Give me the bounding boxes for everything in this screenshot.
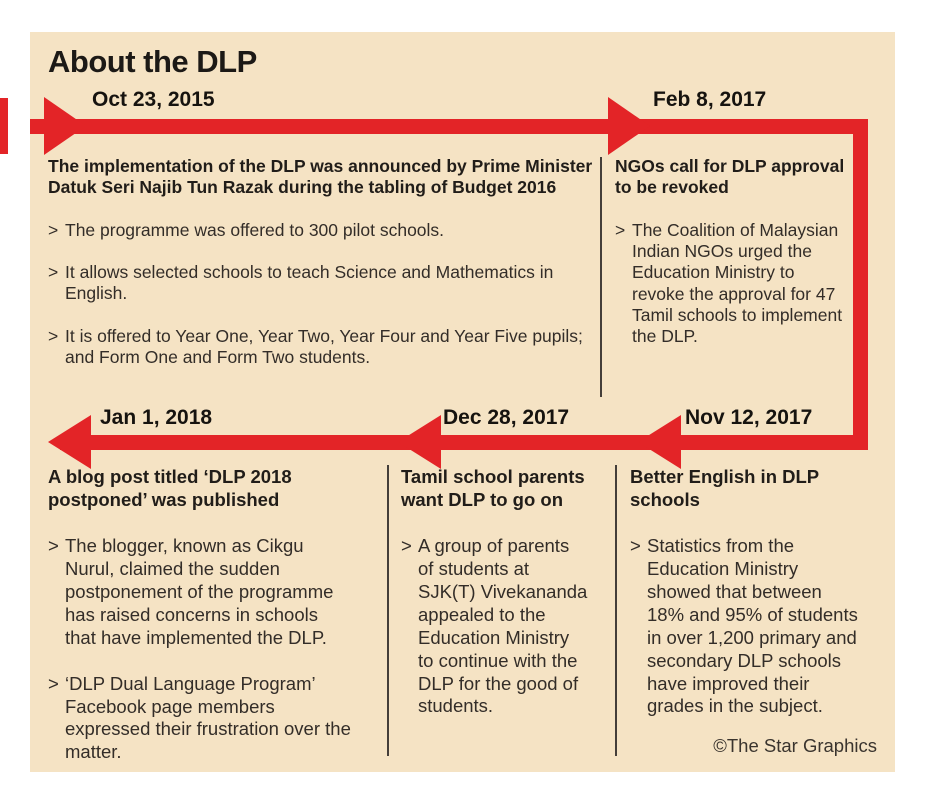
event-blog-post: A blog post titled ‘DLP 2018 postponed’ … xyxy=(48,466,353,764)
bullet-text: It allows selected schools to teach Scie… xyxy=(65,262,554,304)
event-announcement: The implementation of the DLP was announ… xyxy=(48,156,600,368)
bullet-marker: > xyxy=(48,219,59,240)
arrowhead-left-icon xyxy=(398,415,441,469)
bullet-marker: > xyxy=(48,672,59,694)
event-bullet: > The blogger, known as Cikgu Nurul, clai… xyxy=(48,535,353,650)
bullet-text: Statistics from the Education Ministry s… xyxy=(647,534,858,717)
bullet-marker: > xyxy=(615,219,626,240)
arrowhead-left-icon xyxy=(638,415,681,469)
event-better-english: Better English in DLP schools > Statistic… xyxy=(630,466,858,718)
bullet-text: The Coalition of Malaysian Indian NGOs u… xyxy=(632,219,843,347)
divider xyxy=(600,157,602,397)
bullet-text: A group of parents of students at SJK(T)… xyxy=(418,534,588,717)
credit-line: ©The Star Graphics xyxy=(713,735,877,756)
event-tamil-parents: Tamil school parents want DLP to go on >… xyxy=(401,466,589,718)
arrowhead-left-icon xyxy=(48,415,91,469)
timeline-bar-top xyxy=(30,119,868,134)
event-bullet: > A group of parents of students at SJK(T… xyxy=(401,535,589,719)
event-heading: A blog post titled ‘DLP 2018 postponed’ … xyxy=(48,466,292,510)
event-bullet: > ‘DLP Dual Language Program’ Facebook pa… xyxy=(48,673,353,765)
bullet-text: The blogger, known as Cikgu Nurul, claim… xyxy=(65,534,334,648)
timeline-date-nov-12-2017: Nov 12, 2017 xyxy=(685,406,813,429)
bullet-marker: > xyxy=(48,534,59,556)
timeline-bar-bottom xyxy=(60,435,868,450)
event-heading: NGOs call for DLP approval to be revoked xyxy=(615,156,845,198)
event-bullet: > It is offered to Year One, Year Two, Ye… xyxy=(48,326,600,369)
bullet-text: It is offered to Year One, Year Two, Yea… xyxy=(65,325,583,368)
arrowhead-right-icon xyxy=(608,97,650,155)
event-heading: Tamil school parents want DLP to go on xyxy=(401,466,585,510)
timeline-date-feb-8-2017: Feb 8, 2017 xyxy=(653,88,767,111)
arrowhead-right-icon xyxy=(44,97,86,155)
timeline-date-dec-28-2017: Dec 28, 2017 xyxy=(443,406,570,429)
event-ngos-revoke: NGOs call for DLP approval to be revoked… xyxy=(615,156,845,348)
bullet-marker: > xyxy=(630,534,641,556)
bullet-text: The programme was offered to 300 pilot s… xyxy=(65,219,445,240)
bullet-marker: > xyxy=(48,325,59,346)
timeline-date-oct-23-2015: Oct 23, 2015 xyxy=(92,88,215,111)
divider xyxy=(387,465,389,756)
bullet-marker: > xyxy=(401,534,412,556)
timeline-connector xyxy=(853,119,868,450)
timeline-edge-fragment xyxy=(0,98,8,154)
event-bullet: > The Coalition of Malaysian Indian NGOs … xyxy=(615,220,845,348)
event-bullet: > Statistics from the Education Ministry … xyxy=(630,535,858,719)
timeline-date-jan-1-2018: Jan 1, 2018 xyxy=(100,406,213,429)
event-heading: Better English in DLP schools xyxy=(630,466,819,510)
bullet-text: ‘DLP Dual Language Program’ Facebook pag… xyxy=(65,672,351,763)
divider xyxy=(615,465,617,756)
event-heading: The implementation of the DLP was announ… xyxy=(48,156,593,198)
bullet-marker: > xyxy=(48,262,59,283)
event-bullet: > It allows selected schools to teach Sci… xyxy=(48,262,600,305)
event-bullet: > The programme was offered to 300 pilot … xyxy=(48,220,600,241)
page-title: About the DLP xyxy=(48,44,257,79)
infographic-panel: About the DLP Oct 23, 2015 Feb 8, 2017 J… xyxy=(30,32,895,772)
